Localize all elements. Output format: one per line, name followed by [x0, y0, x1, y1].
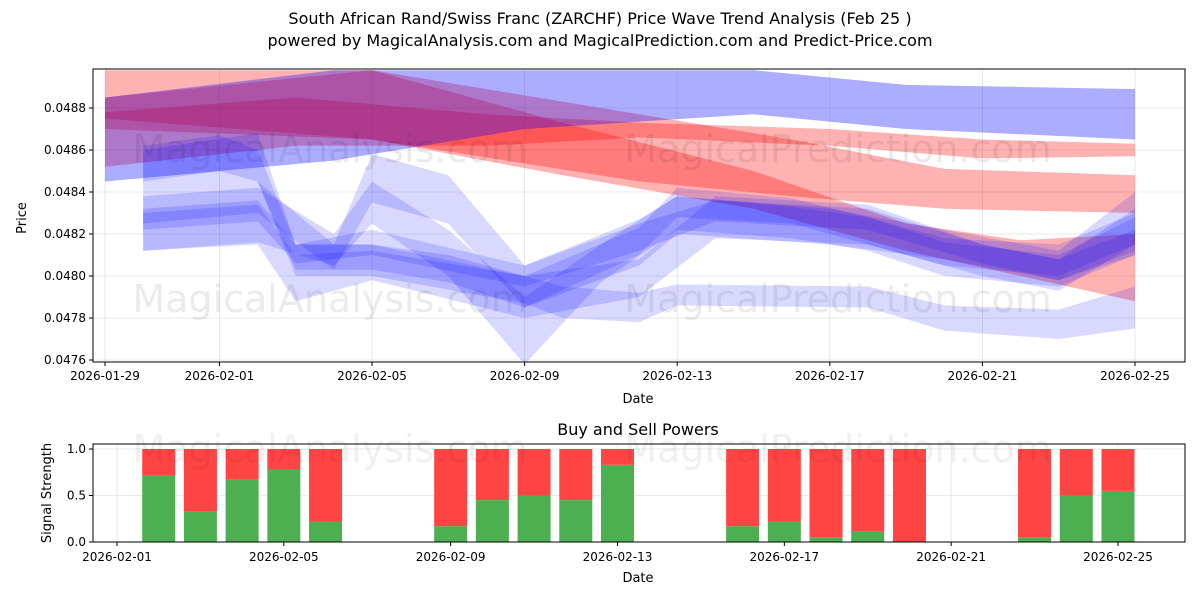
price-x-tick-label-3: 2026-02-09	[490, 369, 560, 383]
buy-bar-8	[559, 500, 592, 542]
buy-bar-13	[851, 532, 884, 542]
price-y-tick-label-3: 0.0482	[44, 227, 86, 241]
signal-chart: Buy and Sell Powers MagicalAnalysis.com …	[40, 420, 1185, 586]
buy-bar-17	[1102, 491, 1135, 542]
price-x-tick-label-0: 2026-01-29	[70, 369, 140, 383]
price-y-tick-label-5: 0.0486	[44, 143, 86, 157]
price-x-tick-label-5: 2026-02-17	[795, 369, 865, 383]
buy-bar-12	[810, 537, 843, 542]
watermark-left-mid: MagicalAnalysis.com	[132, 277, 527, 321]
price-y-tick-label-2: 0.0480	[44, 269, 86, 283]
price-y-tick-label-6: 0.0488	[44, 101, 86, 115]
buy-bar-15	[1018, 537, 1051, 542]
watermark-left-bottom: MagicalAnalysis.com	[132, 427, 527, 471]
price-x-tick-label-2: 2026-02-05	[337, 369, 407, 383]
signal-x-tick-label-3: 2026-02-13	[583, 550, 653, 564]
signal-x-tick-label-4: 2026-02-17	[749, 550, 819, 564]
chart-page: South African Rand/Swiss Franc (ZARCHF) …	[0, 0, 1200, 600]
sell-bar-16	[1060, 449, 1093, 496]
signal-x-label: Date	[622, 571, 653, 586]
price-y-tick-label-1: 0.0478	[44, 311, 86, 325]
sell-bar-8	[559, 449, 592, 500]
price-x-label: Date	[622, 392, 653, 407]
buy-bar-9	[601, 465, 634, 542]
price-x-tick-label-6: 2026-02-21	[948, 369, 1018, 383]
price-y-tick-label-0: 0.0476	[44, 353, 86, 367]
buy-bar-3	[267, 469, 300, 542]
signal-x-tick-label-2: 2026-02-09	[416, 550, 486, 564]
buy-bar-16	[1060, 496, 1093, 543]
buy-bar-6	[476, 500, 509, 542]
buy-bar-5	[434, 526, 467, 542]
watermark-left-top: MagicalAnalysis.com	[132, 127, 527, 171]
watermark-right-bottom: MagicalPrediction.com	[624, 427, 1052, 471]
watermark-right-top: MagicalPrediction.com	[624, 127, 1052, 171]
signal-y-tick-label-0: 0.0	[67, 535, 86, 549]
signal-y-label: Signal Strength	[40, 443, 55, 543]
signal-y-tick-label-2: 1.0	[67, 442, 86, 456]
buy-bar-7	[518, 496, 551, 543]
price-x-tick-label-7: 2026-02-25	[1100, 369, 1170, 383]
sell-bar-17	[1102, 449, 1135, 491]
signal-x-tick-label-6: 2026-02-25	[1083, 550, 1153, 564]
price-y-tick-label-4: 0.0484	[44, 185, 86, 199]
price-x-tick-label-1: 2026-02-01	[185, 369, 255, 383]
chart-canvas: MagicalAnalysis.com MagicalPrediction.co…	[0, 0, 1200, 600]
buy-bar-0	[142, 475, 175, 542]
buy-bar-10	[726, 526, 759, 542]
buy-bar-1	[184, 511, 217, 542]
buy-bar-4	[309, 522, 342, 542]
buy-bar-2	[226, 480, 259, 542]
signal-x-tick-label-0: 2026-02-01	[82, 550, 152, 564]
price-chart: MagicalAnalysis.com MagicalPrediction.co…	[15, 69, 1185, 407]
signal-x-tick-label-1: 2026-02-05	[249, 550, 319, 564]
price-y-label: Price	[15, 202, 30, 234]
signal-y-tick-label-1: 0.5	[67, 489, 86, 503]
price-x-tick-label-4: 2026-02-13	[642, 369, 712, 383]
buy-bar-11	[768, 522, 801, 542]
watermark-right-mid: MagicalPrediction.com	[624, 277, 1052, 321]
signal-x-tick-label-5: 2026-02-21	[916, 550, 986, 564]
